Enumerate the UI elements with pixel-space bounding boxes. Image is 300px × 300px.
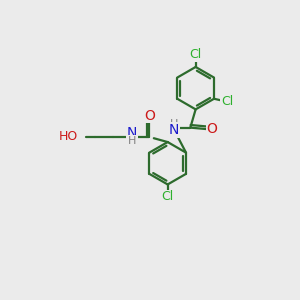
Text: Cl: Cl [221, 95, 233, 108]
Text: H: H [170, 119, 178, 129]
Text: H: H [128, 136, 136, 146]
Text: N: N [127, 126, 137, 140]
Text: HO: HO [58, 130, 78, 143]
Text: Cl: Cl [161, 190, 174, 203]
Text: O: O [144, 109, 155, 122]
Text: N: N [169, 123, 179, 137]
Text: Cl: Cl [190, 48, 202, 61]
Text: O: O [206, 122, 217, 136]
